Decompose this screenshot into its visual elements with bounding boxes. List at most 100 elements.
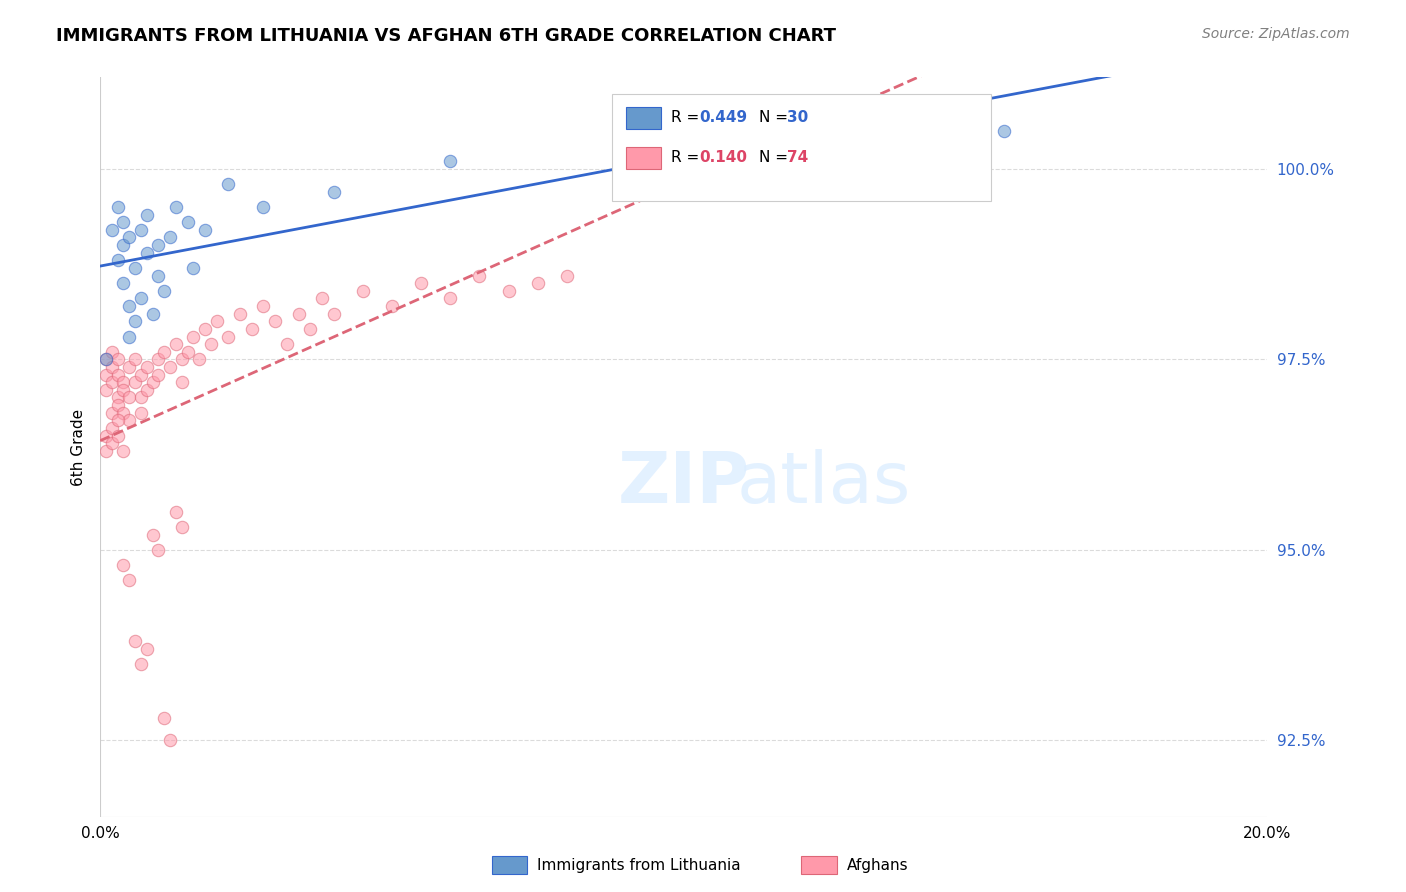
Point bbox=[112, 376, 135, 390]
Point bbox=[276, 337, 298, 351]
Point bbox=[101, 223, 124, 237]
Point bbox=[264, 314, 287, 328]
Point bbox=[118, 574, 141, 588]
Point bbox=[240, 322, 263, 336]
Point bbox=[526, 276, 548, 290]
Point bbox=[118, 359, 141, 374]
Point bbox=[439, 292, 461, 306]
Point bbox=[94, 368, 117, 382]
Text: 0.449: 0.449 bbox=[699, 111, 747, 125]
Point bbox=[94, 352, 117, 367]
Point bbox=[101, 406, 124, 420]
Point bbox=[352, 284, 374, 298]
Text: 74: 74 bbox=[787, 151, 808, 165]
Point bbox=[159, 359, 181, 374]
Point bbox=[129, 223, 152, 237]
Point bbox=[252, 200, 274, 214]
Text: R =: R = bbox=[671, 111, 704, 125]
Point bbox=[118, 329, 141, 343]
Point bbox=[229, 307, 252, 321]
Point bbox=[311, 292, 333, 306]
Point bbox=[194, 223, 217, 237]
Text: 30: 30 bbox=[787, 111, 808, 125]
Text: ZIP: ZIP bbox=[617, 450, 749, 518]
Point bbox=[94, 428, 117, 442]
Point bbox=[165, 200, 187, 214]
Point bbox=[101, 359, 124, 374]
Point bbox=[112, 383, 135, 397]
Point bbox=[107, 398, 129, 412]
Point bbox=[107, 413, 129, 427]
Point bbox=[107, 391, 129, 405]
Text: Source: ZipAtlas.com: Source: ZipAtlas.com bbox=[1202, 27, 1350, 41]
Point bbox=[165, 505, 187, 519]
Point bbox=[124, 376, 146, 390]
Text: R =: R = bbox=[671, 151, 704, 165]
Point bbox=[118, 299, 141, 313]
Point bbox=[148, 238, 170, 252]
Text: N =: N = bbox=[759, 151, 793, 165]
Text: 0.140: 0.140 bbox=[699, 151, 747, 165]
Point bbox=[205, 314, 228, 328]
Point bbox=[129, 368, 152, 382]
Point bbox=[148, 268, 170, 283]
Point bbox=[153, 344, 176, 359]
Point bbox=[118, 230, 141, 244]
Point bbox=[112, 443, 135, 458]
Point bbox=[188, 352, 211, 367]
Point bbox=[218, 329, 240, 343]
Point bbox=[170, 520, 193, 534]
Point bbox=[498, 284, 520, 298]
Point bbox=[107, 368, 129, 382]
Point bbox=[94, 383, 117, 397]
Point bbox=[107, 253, 129, 268]
Point bbox=[176, 344, 198, 359]
Point bbox=[107, 428, 129, 442]
Point bbox=[112, 276, 135, 290]
Point bbox=[183, 329, 205, 343]
Text: N =: N = bbox=[759, 111, 793, 125]
Point bbox=[129, 657, 152, 672]
Text: Afghans: Afghans bbox=[846, 858, 908, 872]
Point bbox=[159, 733, 181, 747]
Point bbox=[159, 230, 181, 244]
Point bbox=[252, 299, 274, 313]
Point bbox=[135, 359, 157, 374]
Text: atlas: atlas bbox=[737, 450, 911, 518]
Point bbox=[468, 268, 491, 283]
Point bbox=[101, 344, 124, 359]
Point bbox=[176, 215, 198, 229]
Point bbox=[129, 292, 152, 306]
Point bbox=[170, 352, 193, 367]
Point bbox=[118, 391, 141, 405]
Y-axis label: 6th Grade: 6th Grade bbox=[72, 409, 86, 485]
Point bbox=[101, 421, 124, 435]
Point bbox=[322, 307, 344, 321]
Point bbox=[409, 276, 432, 290]
Point bbox=[112, 238, 135, 252]
Point bbox=[124, 352, 146, 367]
Point bbox=[118, 413, 141, 427]
Point bbox=[148, 542, 170, 557]
Point bbox=[142, 376, 165, 390]
Point bbox=[124, 634, 146, 648]
Point bbox=[183, 260, 205, 275]
Point bbox=[153, 710, 176, 724]
Point bbox=[135, 642, 157, 657]
Point bbox=[381, 299, 404, 313]
Point bbox=[142, 527, 165, 541]
Point bbox=[129, 391, 152, 405]
Point bbox=[135, 245, 157, 260]
Point bbox=[194, 322, 217, 336]
Point bbox=[148, 368, 170, 382]
Text: Immigrants from Lithuania: Immigrants from Lithuania bbox=[537, 858, 741, 872]
Point bbox=[112, 215, 135, 229]
Point bbox=[135, 208, 157, 222]
Point bbox=[287, 307, 309, 321]
Point bbox=[94, 352, 117, 367]
Point bbox=[112, 558, 135, 573]
Point bbox=[101, 436, 124, 450]
Point bbox=[124, 314, 146, 328]
Point bbox=[94, 443, 117, 458]
Point bbox=[218, 177, 240, 191]
